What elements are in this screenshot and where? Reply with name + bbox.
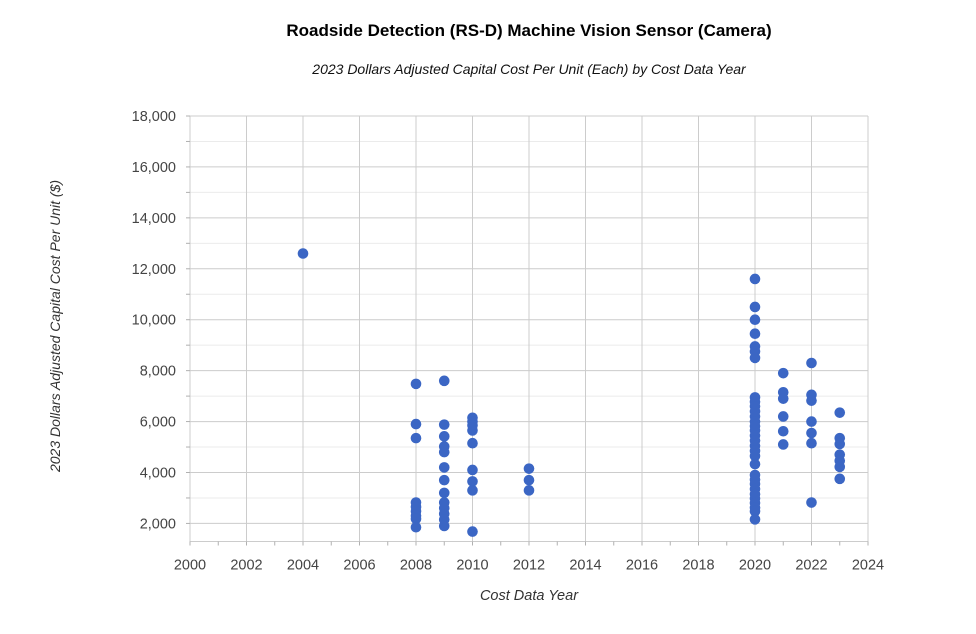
data-point[interactable] (806, 437, 817, 449)
data-point[interactable] (749, 314, 761, 326)
y-tick-label: 12,000 (132, 262, 176, 278)
data-point[interactable] (806, 416, 817, 427)
data-point[interactable] (749, 301, 761, 313)
data-point[interactable] (410, 521, 422, 533)
data-point[interactable] (438, 446, 450, 458)
x-tick-label: 2008 (400, 558, 432, 574)
data-point[interactable] (749, 328, 761, 340)
data-point[interactable] (467, 476, 478, 487)
data-point[interactable] (834, 461, 846, 473)
data-point[interactable] (523, 463, 535, 474)
x-tick-label: 2006 (343, 558, 375, 574)
x-tick-label: 2000 (174, 558, 206, 574)
y-tick-label: 16,000 (132, 160, 176, 176)
data-point[interactable] (438, 375, 450, 387)
data-point[interactable] (410, 418, 422, 430)
y-tick-label: 14,000 (132, 211, 176, 227)
chart-title: Roadside Detection (RS-D) Machine Vision… (286, 21, 772, 40)
data-point[interactable] (806, 427, 817, 439)
y-tick-label: 8,000 (140, 364, 176, 380)
data-point[interactable] (438, 474, 450, 486)
data-point[interactable] (749, 273, 761, 285)
data-point[interactable] (777, 439, 789, 450)
data-point[interactable] (749, 352, 761, 364)
y-tick-label: 10,000 (132, 313, 176, 329)
y-tick-label: 6,000 (140, 415, 176, 431)
x-axis-title: Cost Data Year (479, 588, 579, 604)
chart-subtitle: 2023 Dollars Adjusted Capital Cost Per U… (312, 61, 746, 77)
data-point[interactable] (438, 520, 450, 532)
x-tick-label: 2016 (626, 558, 658, 574)
data-point[interactable] (749, 514, 761, 525)
data-point[interactable] (806, 497, 817, 508)
x-tick-label: 2002 (230, 558, 262, 574)
data-point[interactable] (438, 487, 450, 499)
y-tick-label: 2,000 (140, 516, 176, 532)
data-point[interactable] (410, 432, 422, 444)
data-point[interactable] (438, 431, 450, 442)
data-point[interactable] (834, 473, 846, 485)
data-point[interactable] (467, 485, 478, 496)
data-point[interactable] (749, 458, 761, 470)
data-point[interactable] (834, 407, 846, 418)
data-point[interactable] (777, 367, 789, 379)
data-point[interactable] (438, 462, 450, 473)
x-tick-label: 2014 (569, 558, 601, 574)
data-point[interactable] (749, 450, 761, 462)
data-point[interactable] (467, 425, 478, 436)
data-point[interactable] (438, 419, 450, 430)
data-point[interactable] (410, 513, 422, 525)
data-point[interactable] (523, 485, 535, 496)
x-tick-label: 2012 (513, 558, 545, 574)
y-tick-label: 4,000 (140, 465, 176, 481)
data-point[interactable] (777, 425, 789, 437)
data-point[interactable] (806, 357, 817, 369)
data-point[interactable] (410, 378, 422, 390)
data-point[interactable] (834, 438, 846, 450)
x-tick-label: 2022 (795, 558, 827, 574)
data-point[interactable] (777, 393, 789, 404)
data-point[interactable] (297, 248, 309, 259)
data-point[interactable] (467, 526, 478, 537)
y-tick-label: 18,000 (132, 109, 176, 125)
data-point[interactable] (806, 395, 817, 406)
x-tick-label: 2020 (739, 558, 771, 574)
x-tick-label: 2004 (287, 558, 319, 574)
data-point[interactable] (467, 464, 478, 476)
data-point[interactable] (749, 505, 761, 517)
x-tick-label: 2018 (682, 558, 714, 574)
x-tick-label: 2010 (456, 558, 488, 574)
x-tick-label: 2024 (852, 558, 884, 574)
data-point[interactable] (523, 474, 535, 486)
data-point[interactable] (467, 437, 478, 449)
data-point[interactable] (777, 411, 789, 422)
